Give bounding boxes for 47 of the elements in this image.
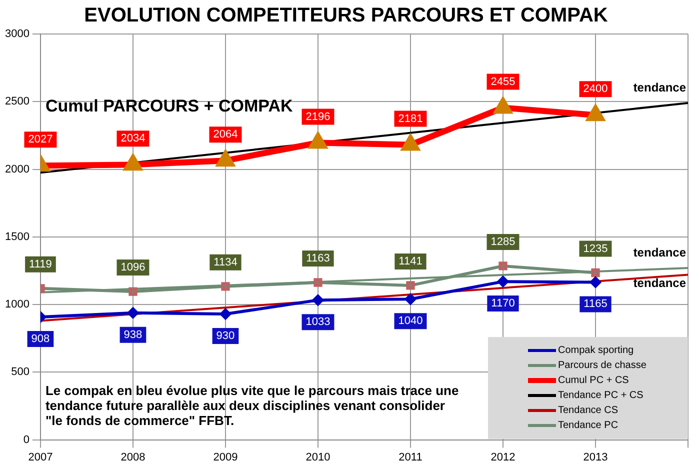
x-tick-label: 2012: [490, 451, 516, 464]
data-label: 1040: [398, 315, 423, 328]
data-label: 1119: [29, 258, 52, 270]
legend-label: Tendance PC: [558, 420, 618, 431]
chart-title: EVOLUTION COMPETITEURS PARCOURS ET COMPAK: [84, 4, 608, 27]
y-tick-label: 0: [23, 434, 30, 446]
legend-label: Tendance PC + CS: [558, 390, 644, 401]
annotation: tendance: [633, 276, 686, 290]
legend-label: Parcours de chasse: [558, 360, 646, 371]
y-tick-label: 2500: [4, 96, 30, 108]
x-tick-label: 2011: [398, 451, 422, 464]
data-label: 2181: [398, 112, 423, 125]
data-label: 1163: [306, 252, 330, 265]
legend-label: Compak sporting: [558, 345, 634, 356]
data-label: 2455: [490, 76, 516, 88]
data-label: 1285: [490, 236, 516, 248]
data-label: 1141: [398, 255, 422, 268]
x-tick-label: 2009: [213, 451, 238, 464]
annotation: tendance: [633, 245, 686, 260]
data-label: 1235: [583, 242, 608, 255]
y-tick-label: 2000: [4, 163, 30, 176]
y-tick-label: 3000: [4, 28, 30, 40]
data-label: 2027: [28, 134, 53, 146]
data-label: 1134: [214, 256, 238, 268]
data-label: 1096: [120, 262, 146, 274]
annotation: Le compak en bleu évolue plus vite que le parcours mais trace une tendance future parallèle aux deux disciplines venant consolider "le fonds de commerce" FFBT.: [45, 383, 459, 428]
legend-label: Tendance CS: [558, 405, 618, 416]
legend-label: Cumul PC + CS: [558, 375, 629, 386]
data-label: 930: [216, 330, 235, 342]
data-label: 1033: [306, 316, 330, 328]
y-tick-label: 1500: [4, 230, 30, 243]
data-label: 2196: [306, 110, 330, 123]
data-label: 1170: [491, 298, 515, 310]
y-tick-label: 500: [11, 366, 30, 378]
x-tick-label: 2008: [120, 451, 146, 464]
data-label: 938: [124, 328, 142, 341]
data-label: 2034: [120, 132, 146, 145]
annotation: tendance: [633, 80, 686, 94]
x-tick-label: 2013: [583, 451, 608, 464]
data-label: 2064: [213, 128, 238, 141]
y-tick-label: 1000: [4, 298, 30, 311]
annotation: Cumul PARCOURS + COMPAK: [45, 96, 294, 116]
data-label: 2400: [583, 83, 608, 96]
x-tick-label: 2007: [28, 451, 53, 464]
data-label: 1165: [584, 298, 608, 310]
data-label: 908: [31, 333, 50, 346]
x-tick-label: 2010: [306, 451, 330, 464]
